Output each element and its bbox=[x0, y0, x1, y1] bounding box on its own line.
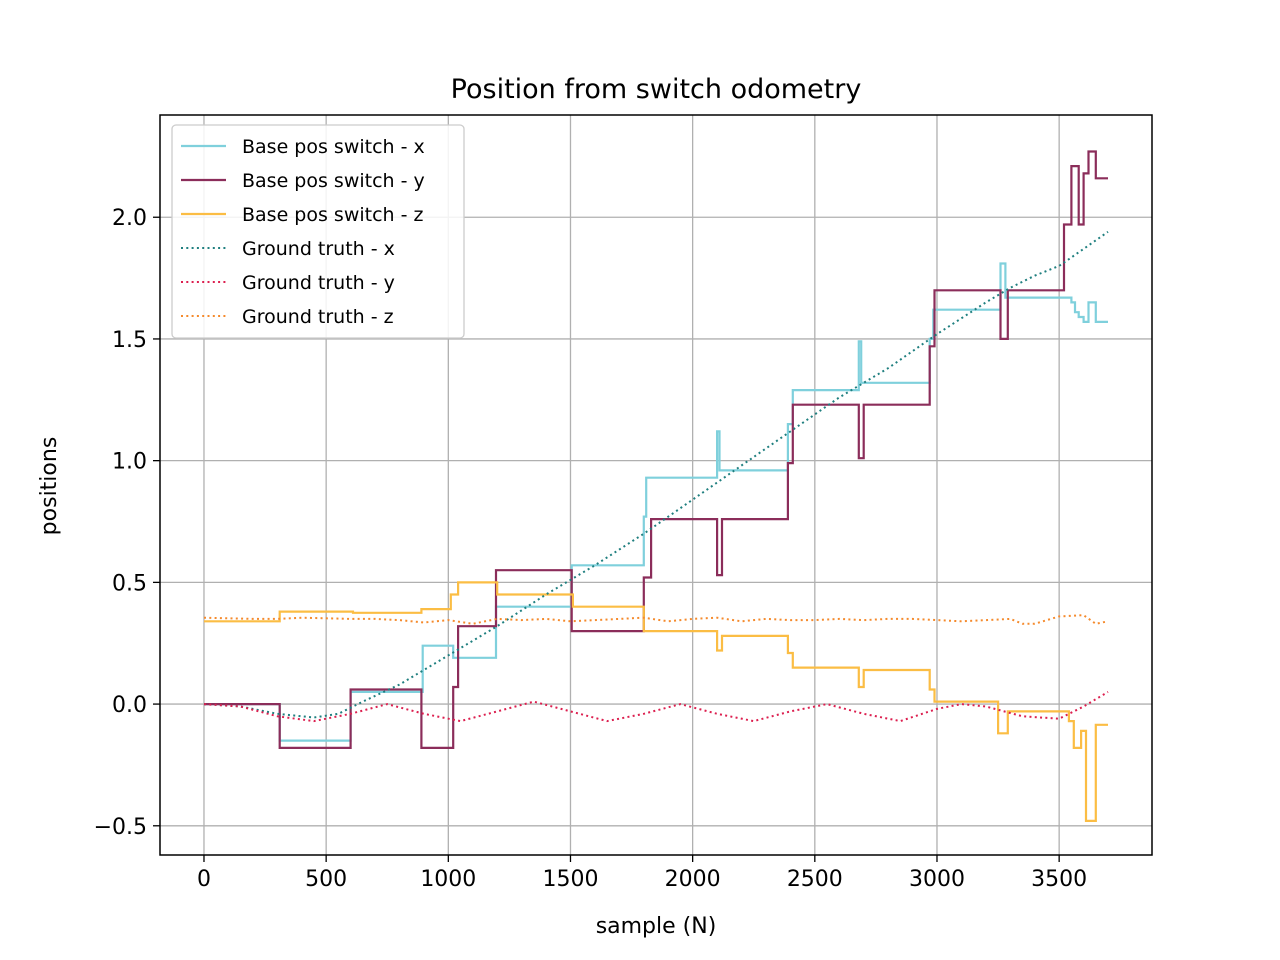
y-tick-label: 0.5 bbox=[112, 571, 147, 596]
x-tick-label: 0 bbox=[197, 867, 211, 892]
tick-marks: 0 500 1000 1500 2000 2500 3000 3500 −0.5 0.0 0.5 1.… bbox=[94, 206, 1088, 892]
series-layer bbox=[203, 150, 1109, 822]
legend-label-base-pos-switch-y: Base pos switch - y bbox=[242, 170, 425, 192]
series-line-ground-truth-x bbox=[203, 230, 1109, 719]
series-line-base-pos-switch-z bbox=[204, 581, 1108, 822]
x-tick-label: 2500 bbox=[787, 867, 843, 892]
y-axis-label: positions bbox=[37, 437, 62, 536]
series-line-base-pos-switch-x bbox=[204, 262, 1108, 742]
x-tick-label: 3500 bbox=[1031, 867, 1087, 892]
legend: Base pos switch - x Base pos switch - y Ba… bbox=[171, 124, 465, 339]
series-line-ground-truth-y bbox=[203, 691, 1109, 723]
y-tick-label: 1.5 bbox=[112, 328, 147, 353]
x-tick-label: 3000 bbox=[909, 867, 965, 892]
y-tick-label: 0.0 bbox=[112, 693, 147, 718]
y-tick-label: 2.0 bbox=[112, 206, 147, 231]
x-tick-label: 1500 bbox=[542, 867, 598, 892]
x-axis-label: sample (N) bbox=[596, 914, 717, 939]
legend-label-base-pos-switch-x: Base pos switch - x bbox=[242, 136, 425, 158]
y-tick-label: −0.5 bbox=[94, 815, 147, 840]
plot-frame bbox=[159, 114, 1153, 856]
series-line-base-pos-switch-y bbox=[204, 150, 1108, 749]
legend-label-ground-truth-z: Ground truth - z bbox=[242, 306, 394, 328]
x-tick-label: 2000 bbox=[665, 867, 721, 892]
legend-label-ground-truth-x: Ground truth - x bbox=[242, 238, 395, 260]
y-tick-label: 1.0 bbox=[112, 450, 147, 475]
x-tick-label: 1000 bbox=[420, 867, 476, 892]
chart-title: Position from switch odometry bbox=[451, 74, 862, 105]
x-tick-label: 500 bbox=[305, 867, 347, 892]
legend-box bbox=[171, 124, 465, 339]
legend-label-base-pos-switch-z: Base pos switch - z bbox=[242, 204, 424, 226]
legend-label-ground-truth-y: Ground truth - y bbox=[242, 272, 395, 294]
